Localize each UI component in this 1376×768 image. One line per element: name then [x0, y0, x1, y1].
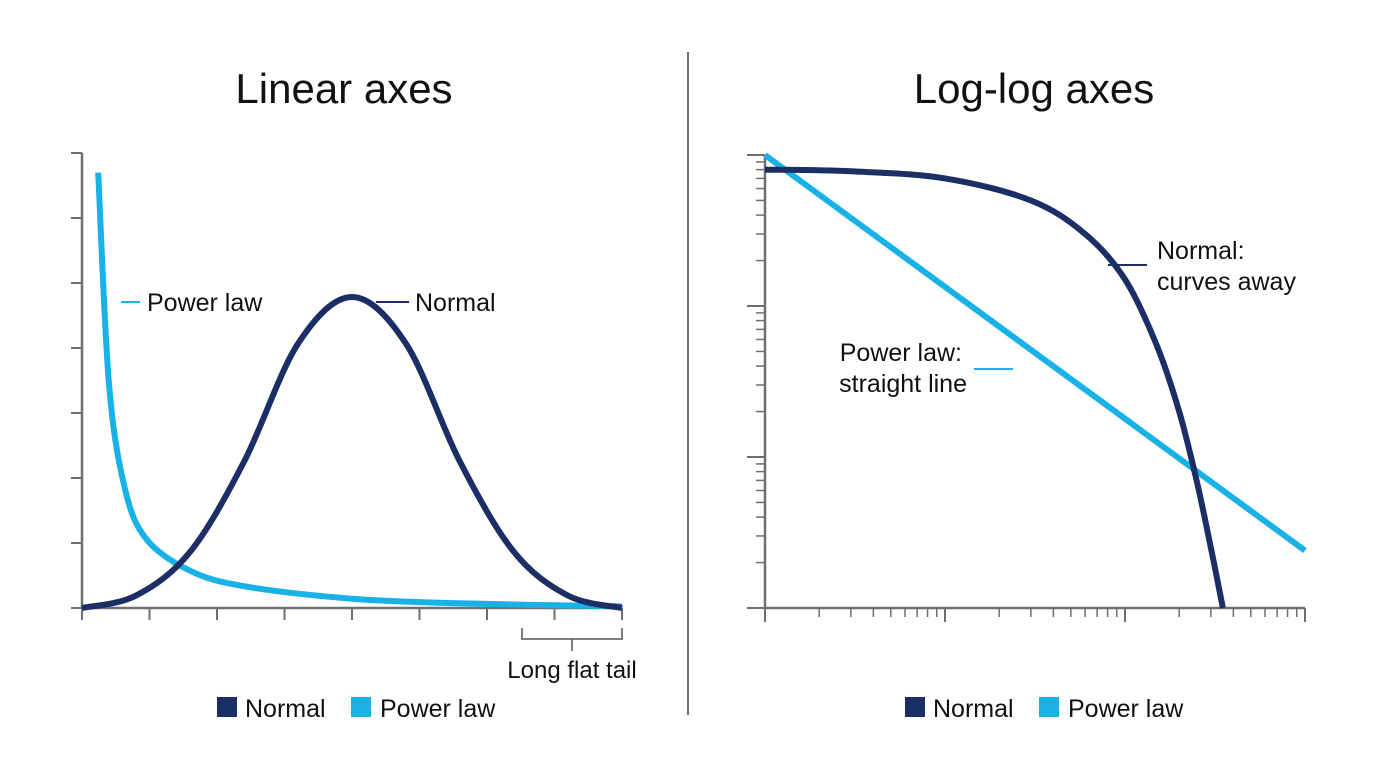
legend-swatch-normal: [217, 697, 237, 717]
linear-x-axis: [81, 606, 623, 620]
power-law-label: Power law: [147, 289, 263, 317]
normal-label: Normal: [415, 289, 496, 317]
legend-label-normal: Normal: [245, 695, 326, 723]
normal-curves-label-line1: Normal:: [1157, 237, 1245, 265]
legend-swatch-normal: [905, 697, 925, 717]
loglog-y-axis: [747, 154, 767, 609]
linear-y-axis: [71, 152, 84, 609]
linear-title: Linear axes: [235, 65, 452, 112]
linear-legend: Normal Power law: [217, 695, 496, 723]
loglog-series-power-law: [763, 152, 1307, 554]
legend-swatch-power-law: [351, 697, 371, 717]
legend-label-power-law: Power law: [380, 695, 496, 723]
power-straight-label-line2: straight line: [839, 370, 967, 398]
loglog-legend: Normal Power law: [905, 695, 1184, 723]
loglog-panel: Log-log axes Normal: curves away Power l…: [747, 65, 1307, 723]
legend-label-normal: Normal: [933, 695, 1014, 723]
power-straight-label-line1: Power law:: [840, 339, 962, 367]
normal-curves-label-line2: curves away: [1157, 268, 1296, 296]
linear-series-power-law: [95, 172, 623, 610]
loglog-title: Log-log axes: [914, 65, 1155, 112]
linear-series-normal: [81, 294, 623, 611]
linear-panel: Linear axes Power law Normal Long flat t…: [71, 65, 637, 723]
loglog-series-normal: [764, 166, 1226, 609]
long-tail-label: Long flat tail: [507, 657, 636, 684]
legend-swatch-power-law: [1039, 697, 1059, 717]
loglog-x-axis: [764, 606, 1306, 622]
long-tail-bracket: [521, 628, 623, 651]
legend-label-power-law: Power law: [1068, 695, 1184, 723]
